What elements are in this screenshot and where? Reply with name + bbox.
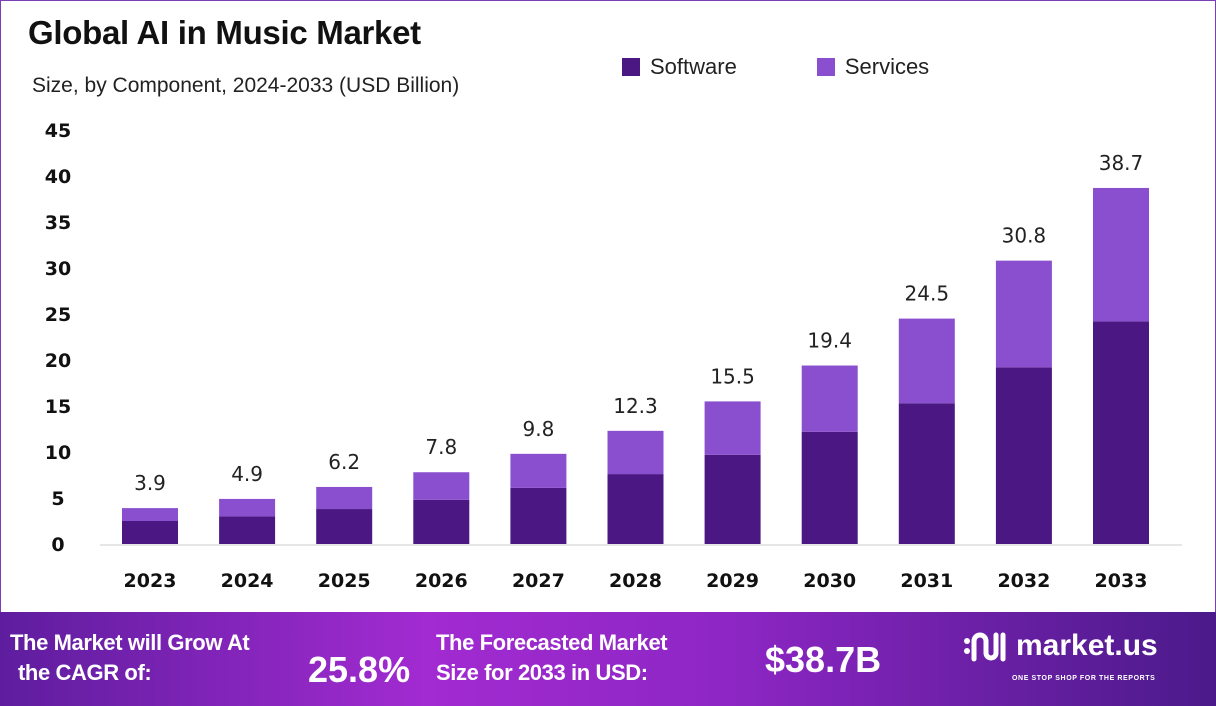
data-label-2030: 19.4 — [807, 329, 852, 353]
y-tick-label: 30 — [45, 258, 71, 280]
x-tick-label: 2028 — [609, 570, 662, 592]
forecast-label-line1: The Forecasted Market — [436, 630, 668, 655]
bar-software-2028 — [607, 474, 664, 544]
logo-tagline: ONE STOP SHOP FOR THE REPORTS — [1012, 675, 1156, 682]
data-label-2031: 24.5 — [905, 282, 950, 306]
forecast-value: $38.7B — [765, 639, 882, 680]
data-label-2028: 12.3 — [613, 394, 658, 418]
cagr-label-line1: The Market will Grow At — [10, 630, 250, 655]
x-tick-label: 2033 — [1095, 570, 1148, 592]
legend-item-services: Services — [816, 54, 930, 80]
data-label-2026: 7.8 — [425, 435, 457, 459]
y-tick-label: 10 — [45, 442, 71, 464]
y-tick-label: 15 — [45, 396, 71, 418]
y-tick-label: 40 — [45, 166, 71, 188]
data-label-2029: 15.5 — [710, 364, 755, 388]
x-tick-label: 2026 — [415, 570, 468, 592]
y-tick-label: 0 — [51, 534, 64, 556]
data-label-2025: 6.2 — [328, 450, 360, 474]
marketus-logo: market.us — [962, 628, 1158, 664]
bar-software-2029 — [704, 454, 761, 544]
bar-software-2033 — [1093, 321, 1149, 544]
bar-services-2024 — [219, 498, 276, 517]
bar-services-2028 — [607, 430, 664, 475]
data-label-2033: 38.7 — [1099, 151, 1144, 175]
footer-banner: The Market will Grow At the CAGR of: 25.8… — [0, 612, 1216, 706]
legend: Software Services — [622, 54, 929, 80]
data-label-2032: 30.8 — [1002, 224, 1047, 248]
chart-title: Global AI in Music Market — [28, 14, 421, 51]
y-tick-label: 35 — [45, 212, 71, 234]
cagr-label: The Market will Grow At the CAGR of: — [10, 628, 250, 688]
logo-mark-icon — [964, 632, 1006, 662]
legend-item-software: Software — [622, 54, 737, 80]
x-tick-label: 2025 — [318, 570, 371, 592]
bar-software-2027 — [510, 487, 567, 544]
forecast-label: The Forecasted Market Size for 2033 in US… — [436, 628, 668, 688]
y-tick-label: 45 — [45, 120, 71, 142]
bar-services-2029 — [704, 401, 761, 455]
bar-services-2030 — [801, 365, 858, 432]
x-tick-label: 2024 — [221, 570, 274, 592]
bar-chart: 0510152025303540453.920234.920246.220257… — [45, 120, 1182, 592]
logo-text: market.us — [1016, 629, 1158, 662]
y-tick-label: 20 — [45, 350, 71, 372]
bar-services-2031 — [898, 318, 955, 404]
legend-label-services: Services — [844, 54, 930, 79]
bar-software-2026 — [413, 499, 470, 544]
data-label-2027: 9.8 — [522, 417, 554, 441]
bar-software-2025 — [316, 509, 373, 544]
x-tick-label: 2032 — [997, 570, 1050, 592]
x-tick-label: 2027 — [512, 570, 565, 592]
x-tick-label: 2030 — [803, 570, 856, 592]
bar-software-2023 — [122, 521, 178, 544]
bar-services-2027 — [510, 453, 567, 488]
x-tick-label: 2031 — [900, 570, 953, 592]
x-tick-label: 2029 — [706, 570, 759, 592]
bar-services-2026 — [413, 472, 470, 500]
legend-swatch-software — [622, 58, 640, 76]
bar-services-2025 — [316, 486, 373, 510]
forecast-label-line2: Size for 2033 in USD: — [436, 660, 648, 685]
data-label-2024: 4.9 — [231, 462, 263, 486]
bar-services-2033 — [1093, 187, 1149, 322]
bar-software-2032 — [995, 367, 1052, 544]
legend-label-software: Software — [650, 54, 737, 79]
data-label-2023: 3.9 — [134, 471, 166, 495]
chart-subtitle: Size, by Component, 2024-2033 (USD Billi… — [32, 74, 460, 97]
x-tick-label: 2023 — [124, 570, 177, 592]
legend-swatch-services — [816, 58, 835, 76]
bar-services-2023 — [122, 508, 178, 521]
bar-software-2024 — [219, 516, 276, 544]
y-tick-label: 5 — [51, 488, 64, 510]
bar-services-2032 — [995, 260, 1052, 368]
bar-software-2030 — [801, 431, 858, 544]
cagr-label-line2: the CAGR of: — [18, 660, 152, 685]
y-tick-label: 25 — [45, 304, 71, 326]
bar-software-2031 — [898, 403, 955, 544]
cagr-value: 25.8% — [308, 649, 411, 690]
